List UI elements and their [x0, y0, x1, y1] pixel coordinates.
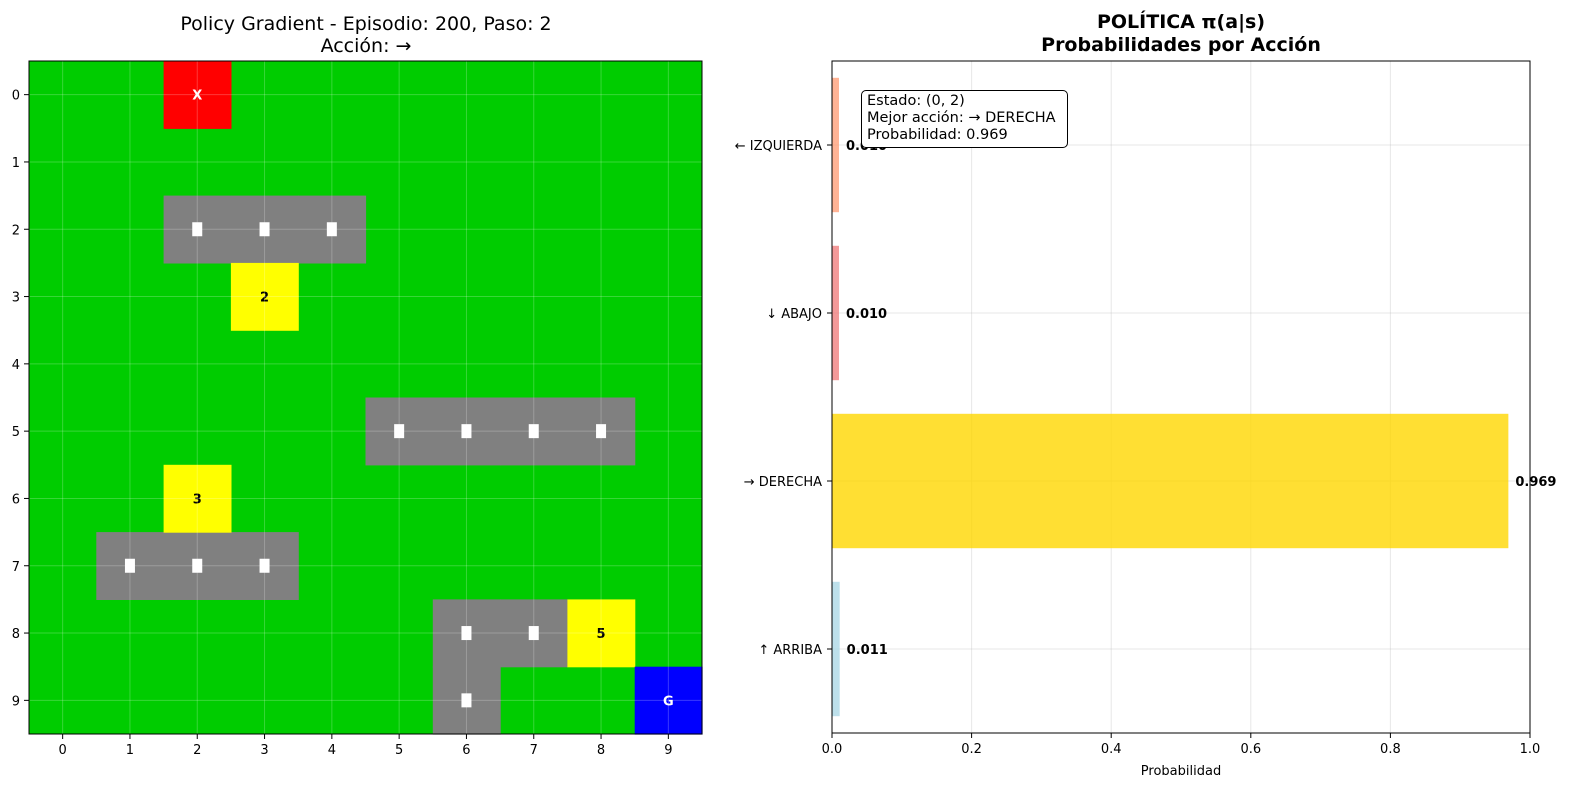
- bonus-cell: [230, 262, 299, 331]
- chart-x-tick-label: 0.8: [1380, 742, 1401, 757]
- agent-cell: [163, 61, 232, 129]
- chart-xlabel: Probabilidad: [1141, 764, 1221, 779]
- x-tick-label: 6: [462, 743, 470, 758]
- x-tick-label: 1: [126, 743, 134, 758]
- x-tick-label: 2: [193, 743, 201, 758]
- wall-marker: [528, 424, 539, 439]
- bar-2: [832, 245, 839, 381]
- chart-category-label: → DERECHA: [744, 475, 822, 490]
- y-tick-label: 1: [12, 156, 20, 171]
- chart-category-label: ↑ ARRIBA: [758, 643, 822, 658]
- bar-0: [832, 581, 840, 717]
- grid-frame: [28, 60, 703, 735]
- grid-title-line1: Policy Gradient - Episodio: 200, Paso: 2: [180, 13, 551, 35]
- bonus-label: 3: [193, 492, 202, 507]
- wall-marker: [528, 626, 539, 641]
- wall-marker: [192, 558, 203, 573]
- wall-marker: [596, 424, 607, 439]
- bonus-label: 5: [597, 627, 606, 642]
- state-info-box: Estado: (0, 2) Mejor acción: → DERECHA P…: [861, 90, 1068, 148]
- bonus-cell: [163, 464, 232, 533]
- y-tick-label: 3: [12, 291, 20, 306]
- agent-label: X: [192, 89, 202, 104]
- x-tick-label: 0: [59, 743, 67, 758]
- gridworld-plot: 2 3 5 X G 0 1 2 3 4 5 6 7 8 9 0 1 2 3 4 5 6 7 8 9: [12, 60, 703, 758]
- wall-marker: [326, 222, 337, 237]
- y-tick-label: 7: [12, 560, 20, 575]
- x-tick-label: 4: [328, 743, 336, 758]
- chart-x-tick-label: 1.0: [1520, 742, 1541, 757]
- wall-marker: [192, 222, 203, 237]
- bonus-cell: [567, 599, 636, 668]
- bonus-label: 2: [260, 291, 269, 306]
- wall-marker: [259, 558, 270, 573]
- chart-x-tick-label: 0.4: [1101, 742, 1122, 757]
- x-tick-label: 5: [395, 743, 403, 758]
- chart-x-tick-label: 0.2: [961, 742, 982, 757]
- x-tick-label: 3: [260, 743, 268, 758]
- y-tick-label: 9: [12, 694, 20, 709]
- bar-value-label: 0.011: [847, 643, 888, 658]
- wall-marker: [461, 693, 472, 708]
- bar-3: [832, 77, 839, 213]
- bar-value-label: 0.010: [846, 307, 887, 322]
- x-tick-label: 8: [597, 743, 605, 758]
- info-state: Estado: (0, 2): [867, 93, 965, 109]
- info-probability: Probabilidad: 0.969: [867, 127, 1008, 143]
- chart-category-label: ← IZQUIERDA: [735, 139, 822, 154]
- x-tick-label: 7: [530, 743, 538, 758]
- wall-marker: [394, 424, 405, 439]
- bar-1: [832, 413, 1509, 549]
- y-tick-label: 0: [12, 89, 20, 104]
- grid-title-line2: Acción: →: [321, 35, 412, 57]
- chart-title-line1: POLÍTICA π(a|s): [1097, 10, 1265, 33]
- chart-x-tick-label: 0.0: [822, 742, 843, 757]
- goal-label: G: [663, 694, 674, 709]
- wall-marker: [259, 222, 270, 237]
- chart-title-line2: Probabilidades por Acción: [1041, 34, 1321, 56]
- chart-x-tick-label: 0.6: [1240, 742, 1261, 757]
- x-tick-label: 9: [664, 743, 672, 758]
- y-tick-label: 8: [12, 627, 20, 642]
- y-tick-label: 4: [12, 358, 20, 373]
- wall-marker: [124, 558, 135, 573]
- wall-marker: [461, 626, 472, 641]
- chart-frame: [831, 60, 1531, 734]
- y-tick-label: 5: [12, 425, 20, 440]
- y-tick-label: 6: [12, 492, 20, 507]
- bar-value-label: 0.969: [1515, 475, 1556, 490]
- wall-marker: [461, 424, 472, 439]
- chart-category-label: ↓ ABAJO: [766, 307, 822, 322]
- policy-bar-chart: 0.0110.9690.0100.0100.00.20.40.60.81.0↑ …: [735, 60, 1556, 757]
- info-best-action: Mejor acción: → DERECHA: [867, 110, 1056, 126]
- goal-cell: [634, 666, 703, 735]
- y-tick-label: 2: [12, 223, 20, 238]
